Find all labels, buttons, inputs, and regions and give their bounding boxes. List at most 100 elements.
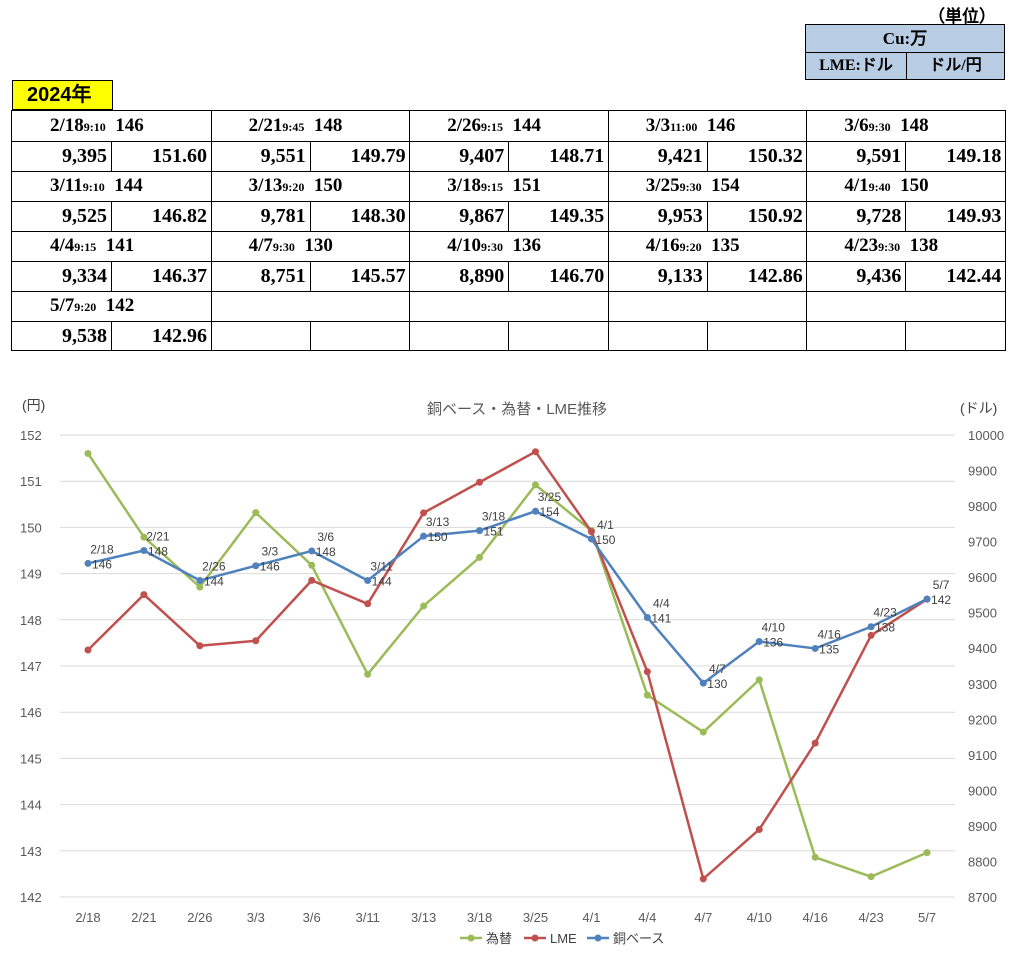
right-tick-label: 9400 xyxy=(968,641,997,656)
series-point xyxy=(587,535,595,543)
entry-lme: 9,395 xyxy=(62,145,107,167)
entry-lme: 9,436 xyxy=(856,265,902,287)
entry-time: 9:20 xyxy=(282,180,305,194)
x-tick-label: 4/16 xyxy=(803,910,828,925)
entry-date: 3/18 xyxy=(447,175,481,196)
series-point xyxy=(420,509,428,517)
entry-header: 4/19:40 150 xyxy=(844,171,928,202)
entry-time: 9:15 xyxy=(74,240,97,254)
series-point xyxy=(364,600,372,608)
series-point xyxy=(308,576,316,584)
point-value-label: 144 xyxy=(204,575,224,589)
table-row-divider xyxy=(409,261,608,262)
point-date-label: 3/11 xyxy=(370,560,393,574)
point-date-label: 4/23 xyxy=(873,606,897,620)
table-cell-divider xyxy=(309,201,311,231)
right-axis-label: (ドル) xyxy=(960,400,997,416)
table-cell-divider xyxy=(309,261,311,291)
point-date-label: 4/1 xyxy=(597,518,614,532)
table-row-divider xyxy=(806,201,1005,202)
entry-header: 3/311:00 146 xyxy=(646,111,736,142)
entry-header: 3/119:10 144 xyxy=(50,171,143,202)
x-tick-label: 3/6 xyxy=(303,910,321,925)
right-tick-label: 9000 xyxy=(968,783,997,798)
point-date-label: 4/10 xyxy=(762,621,786,635)
point-date-label: 5/7 xyxy=(933,578,950,592)
table-cell-divider xyxy=(706,321,708,351)
left-tick-label: 145 xyxy=(20,751,42,766)
right-tick-label: 9900 xyxy=(968,464,997,479)
table-row-divider xyxy=(12,141,211,142)
table-row-divider xyxy=(210,261,410,262)
table-row-divider xyxy=(607,171,807,172)
right-tick-label: 9700 xyxy=(968,535,997,550)
entry-cu-price: 141 xyxy=(105,235,135,256)
series-point xyxy=(755,825,763,833)
entry-date: 4/4 xyxy=(50,235,75,256)
point-date-label: 4/7 xyxy=(709,662,726,676)
series-point xyxy=(699,679,707,687)
point-date-label: 2/21 xyxy=(146,530,170,544)
x-tick-label: 3/25 xyxy=(523,910,548,925)
table-row-divider xyxy=(12,171,211,172)
entry-time: 9:45 xyxy=(282,120,305,134)
series-point xyxy=(587,528,595,536)
table-cell-divider xyxy=(706,201,708,231)
series-point xyxy=(476,553,484,561)
table-row-divider xyxy=(409,231,608,232)
point-date-label: 3/18 xyxy=(482,510,506,524)
point-value-label: 144 xyxy=(372,575,392,589)
right-tick-label: 9800 xyxy=(968,499,997,514)
entry-header: 3/69:30 148 xyxy=(844,111,928,142)
entry-fx: 148.71 xyxy=(549,145,605,167)
legend-marker xyxy=(467,934,475,942)
entry-cu-price: 146 xyxy=(706,115,736,136)
series-point xyxy=(811,853,819,861)
entry-lme: 9,728 xyxy=(856,205,902,227)
legend-label: 銅ベース xyxy=(613,931,664,946)
entry-fx: 149.93 xyxy=(946,205,1002,227)
entry-lme: 9,133 xyxy=(657,265,703,287)
series-line xyxy=(86,452,928,878)
series-point xyxy=(364,577,372,585)
table-cell-divider xyxy=(508,201,510,231)
entry-date: 4/1 xyxy=(844,175,869,196)
entry-date: 3/3 xyxy=(645,115,671,136)
entry-lme: 9,953 xyxy=(657,205,703,227)
left-tick-label: 151 xyxy=(20,474,42,489)
left-tick-label: 143 xyxy=(20,844,42,859)
series-point xyxy=(140,533,148,541)
point-value-label: 135 xyxy=(819,642,839,656)
entry-header: 3/259:30 154 xyxy=(646,171,740,202)
left-tick-label: 149 xyxy=(20,567,42,582)
point-value-label: 148 xyxy=(148,545,168,559)
entry-date: 4/23 xyxy=(844,235,879,256)
entry-cu-price: 150 xyxy=(900,175,929,196)
entry-fx: 150.92 xyxy=(747,205,803,227)
entry-date: 2/21 xyxy=(248,115,283,136)
table-row-divider xyxy=(806,141,1005,142)
table-row-divider xyxy=(409,291,608,292)
series-point xyxy=(308,547,316,555)
left-tick-label: 152 xyxy=(20,428,42,443)
entry-lme: 8,751 xyxy=(260,265,306,287)
table-row-divider xyxy=(607,231,807,232)
point-date-label: 3/3 xyxy=(261,545,278,559)
legend-marker xyxy=(594,934,602,942)
table-row-divider xyxy=(210,231,410,232)
entry-header: 4/109:30 136 xyxy=(447,231,541,262)
table-row-divider xyxy=(12,291,211,292)
right-tick-label: 9100 xyxy=(968,748,997,763)
right-tick-label: 8700 xyxy=(968,890,997,905)
series-point xyxy=(643,613,651,621)
table-cell-divider xyxy=(111,321,112,351)
series-point xyxy=(755,676,763,684)
table-row-divider xyxy=(409,201,608,202)
table-row-divider xyxy=(607,321,807,322)
right-tick-label: 9500 xyxy=(968,606,997,621)
point-value-label: 150 xyxy=(595,533,615,547)
point-value-label: 136 xyxy=(763,636,783,650)
legend-marker xyxy=(531,934,539,942)
series-line xyxy=(87,450,928,881)
x-tick-label: 3/18 xyxy=(467,910,492,925)
